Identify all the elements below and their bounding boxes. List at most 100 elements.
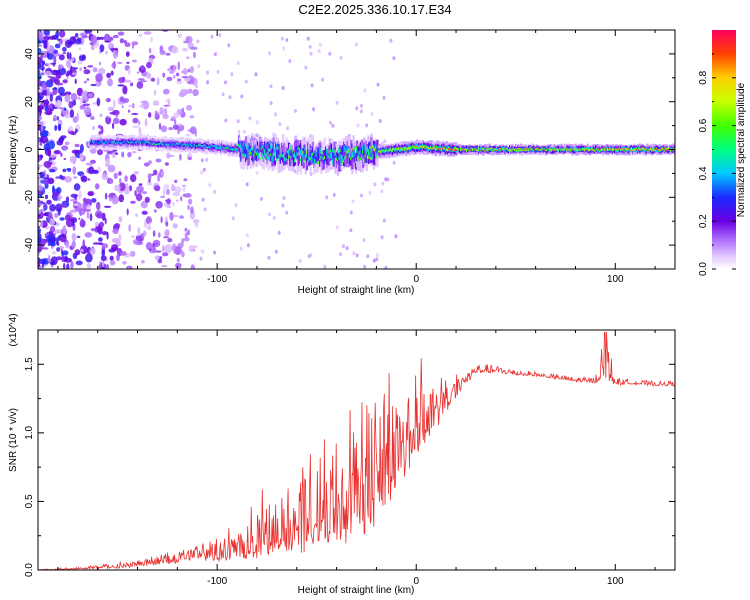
heatmap-noise-cell bbox=[355, 253, 359, 258]
heatmap-noise-cell bbox=[112, 49, 119, 59]
heatmap-ridge-cell bbox=[144, 141, 147, 144]
heatmap-ridge-cell bbox=[634, 147, 637, 150]
heatmap-noise-cell bbox=[236, 119, 240, 124]
y-tick-label: 1.5 bbox=[24, 357, 35, 371]
heatmap-ridge-cell bbox=[186, 144, 189, 148]
heatmap-ridge-cell bbox=[431, 146, 434, 149]
heatmap-ridge-cell bbox=[182, 143, 186, 145]
heatmap-ridge-cell bbox=[283, 156, 286, 162]
heatmap-noise-cell bbox=[38, 258, 47, 265]
heatmap-noise-cell bbox=[81, 90, 89, 100]
heatmap-ridge-cell bbox=[480, 149, 483, 151]
heatmap-ridge-cell bbox=[237, 143, 241, 147]
heatmap-ridge-cell bbox=[665, 147, 668, 150]
heatmap-noise-cell bbox=[92, 169, 99, 174]
heatmap-ridge-cell bbox=[133, 140, 137, 144]
heatmap-ridge-cell bbox=[561, 149, 564, 151]
heatmap-ridge-cell bbox=[320, 155, 323, 159]
heatmap-noise-cell bbox=[119, 118, 127, 126]
heatmap-noise-cell bbox=[383, 139, 387, 144]
heatmap-noise-cell bbox=[163, 236, 170, 239]
heatmap-noise-cell bbox=[74, 78, 77, 85]
heatmap-ridge-cell bbox=[494, 149, 497, 151]
heatmap-ridge-cell bbox=[615, 148, 618, 150]
heatmap-ridge-cell bbox=[356, 147, 359, 154]
heatmap-ridge-cell bbox=[480, 146, 483, 151]
heatmap-noise-cell bbox=[61, 250, 69, 256]
colorbar-tick-label: 0.0 bbox=[698, 262, 709, 276]
heatmap-noise-cell bbox=[101, 173, 109, 180]
heatmap-noise-cell bbox=[218, 33, 222, 38]
heatmap-ridge-cell bbox=[156, 141, 159, 145]
x-tick-label: 100 bbox=[607, 274, 624, 285]
heatmap-ridge-cell bbox=[357, 157, 360, 161]
heatmap-ridge-cell bbox=[479, 148, 482, 151]
heatmap-ridge-cell bbox=[424, 147, 427, 149]
heatmap-ridge-cell bbox=[612, 149, 616, 151]
heatmap-ridge-cell bbox=[587, 146, 590, 151]
y-tick-label: 1.0 bbox=[24, 425, 35, 439]
heatmap-ridge-cell bbox=[608, 148, 611, 150]
heatmap-ridge-cell bbox=[187, 145, 190, 147]
heatmap-ridge-cell bbox=[141, 140, 144, 143]
heatmap-noise-cell bbox=[39, 171, 45, 179]
heatmap-ridge-cell bbox=[89, 140, 92, 142]
heatmap-ridge-cell bbox=[314, 159, 317, 163]
heatmap-ridge-cell bbox=[667, 147, 670, 150]
heatmap-ridge-cell bbox=[285, 157, 288, 161]
heatmap-noise-cell bbox=[55, 71, 62, 80]
heatmap-ridge-cell bbox=[503, 147, 506, 150]
heatmap-noise-cell bbox=[282, 195, 286, 200]
heatmap-noise-cell bbox=[83, 209, 91, 212]
heatmap-ridge-cell bbox=[135, 141, 138, 143]
heatmap-ridge-cell bbox=[512, 147, 515, 150]
heatmap-ridge-cell bbox=[384, 150, 387, 153]
heatmap-noise-cell bbox=[132, 125, 140, 128]
heatmap-noise-cell bbox=[138, 183, 143, 186]
heatmap-ridge-cell bbox=[540, 149, 543, 151]
heatmap-noise-cell bbox=[40, 124, 44, 132]
heatmap-noise-cell bbox=[45, 98, 49, 108]
heatmap-ridge-cell bbox=[467, 148, 470, 150]
heatmap-ridge-cell bbox=[141, 141, 144, 144]
heatmap-noise-cell bbox=[166, 76, 173, 82]
heatmap-ridge-cell bbox=[585, 147, 588, 149]
heatmap-ridge-cell bbox=[653, 149, 656, 152]
heatmap-ridge-cell bbox=[110, 141, 113, 144]
heatmap-ridge-cell bbox=[419, 145, 422, 148]
heatmap-noise-cell bbox=[38, 185, 44, 192]
heatmap-ridge-cell bbox=[190, 143, 193, 146]
heatmap-ridge-cell bbox=[654, 149, 657, 152]
heatmap-ridge-cell bbox=[415, 146, 418, 148]
heatmap-noise-cell bbox=[83, 69, 91, 75]
heatmap-ridge-cell bbox=[376, 155, 379, 159]
heatmap-noise-cell bbox=[76, 112, 79, 121]
heatmap-noise-cell bbox=[58, 107, 65, 110]
heatmap-noise-cell bbox=[351, 199, 355, 204]
heatmap-ridge-cell bbox=[444, 146, 447, 149]
heatmap-noise-cell bbox=[174, 246, 182, 256]
heatmap-noise-cell bbox=[268, 51, 272, 56]
heatmap-ridge-cell bbox=[629, 150, 632, 152]
heatmap-noise-cell bbox=[69, 198, 77, 202]
heatmap-noise-cell bbox=[65, 242, 70, 249]
heatmap-ridge-cell bbox=[458, 147, 461, 149]
heatmap-ridge-cell bbox=[584, 148, 587, 151]
heatmap-ridge-cell bbox=[225, 145, 229, 149]
heatmap-ridge-cell bbox=[265, 152, 268, 156]
heatmap-noise-cell bbox=[254, 72, 258, 77]
heatmap-noise-cell bbox=[177, 122, 181, 126]
heatmap-noise-cell bbox=[43, 179, 48, 185]
heatmap-noise-cell bbox=[236, 61, 240, 66]
heatmap-noise-cell bbox=[49, 168, 56, 173]
heatmap-noise-cell bbox=[41, 60, 46, 65]
heatmap-noise-cell bbox=[58, 30, 66, 38]
heatmap-ridge-cell bbox=[344, 146, 347, 152]
heatmap-ridge-cell bbox=[309, 157, 312, 161]
heatmap-ridge-cell bbox=[303, 151, 306, 168]
colorbar: 0.0 0.2 0.4 0.6 0.8 Normalized spectral ampl… bbox=[698, 30, 747, 276]
heatmap-noise-cell bbox=[55, 30, 59, 39]
heatmap-ridge-cell bbox=[604, 147, 607, 150]
heatmap-ridge-cell bbox=[526, 148, 530, 152]
heatmap-ridge-cell bbox=[520, 149, 524, 151]
